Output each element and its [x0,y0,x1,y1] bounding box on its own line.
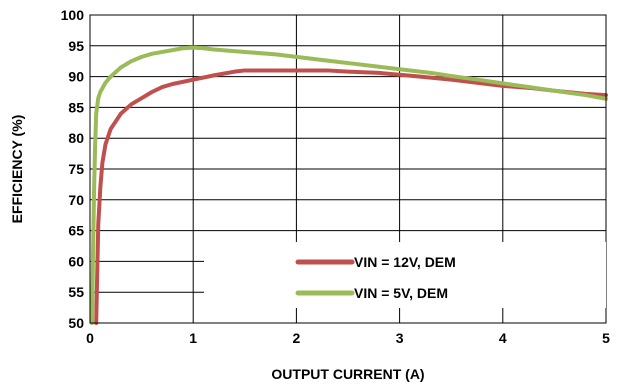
y-tick-label: 70 [68,192,84,208]
y-tick-label: 60 [68,253,84,269]
x-axis-title: OUTPUT CURRENT (A) [271,366,424,382]
y-tick-label: 90 [68,69,84,85]
y-tick-label: 65 [68,223,84,239]
y-axis-ticks: 50 55 60 65 70 75 80 85 90 95 100 [61,7,85,331]
series-lines [90,45,608,325]
x-tick-label: 5 [602,330,610,346]
legend-background [204,242,606,308]
x-tick-label: 2 [293,330,301,346]
y-tick-label: 80 [68,130,84,146]
y-tick-label: 95 [68,38,84,54]
x-axis-ticks: 0 1 2 3 4 5 [86,330,610,346]
x-tick-label: 1 [189,330,197,346]
legend: VIN = 12V, DEM VIN = 5V, DEM [204,242,606,308]
series-line-1 [90,45,608,325]
legend-label-1: VIN = 5V, DEM [354,285,448,301]
y-tick-label: 85 [68,99,84,115]
plot-area-border [89,14,607,324]
y-tick-label: 100 [61,7,85,23]
y-tick-label: 55 [68,284,84,300]
x-tick-label: 4 [499,330,507,346]
series-line-0 [94,68,608,325]
legend-label-0: VIN = 12V, DEM [354,254,456,270]
y-tick-label: 50 [68,315,84,331]
x-tick-label: 3 [396,330,404,346]
y-axis-title: EFFICIENCY (%) [9,115,25,224]
y-tick-label: 75 [68,161,84,177]
x-tick-label: 0 [86,330,94,346]
